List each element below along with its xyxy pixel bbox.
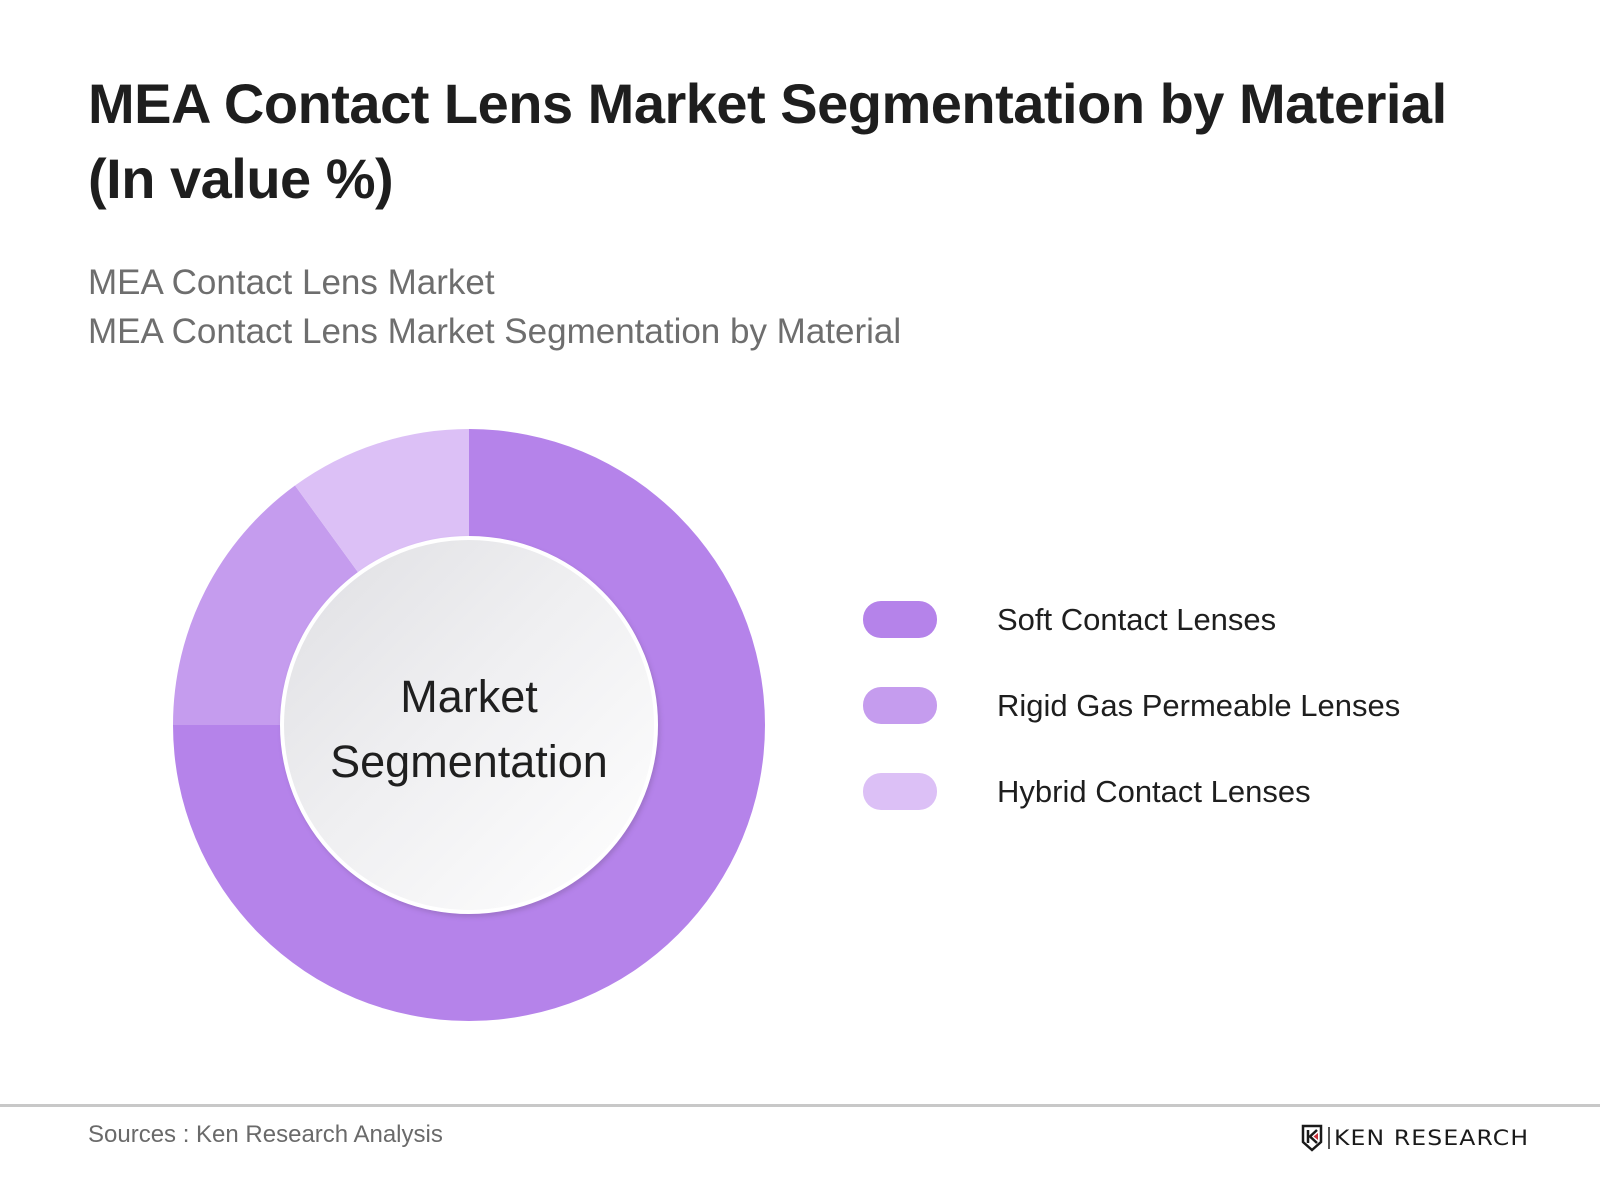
legend-swatch-soft — [863, 601, 937, 638]
logo-text: KEN RESEARCH — [1334, 1126, 1530, 1150]
chart-legend: Soft Contact Lenses Rigid Gas Permeable … — [863, 601, 1400, 859]
sources-note: Sources : Ken Research Analysis — [88, 1121, 443, 1148]
legend-label-soft: Soft Contact Lenses — [997, 601, 1277, 637]
subtitle-line-2: MEA Contact Lens Market Segmentation by … — [88, 312, 902, 351]
legend-swatch-rigid — [863, 687, 937, 724]
chart-title: MEA Contact Lens Market Segmentation by … — [88, 72, 1447, 210]
center-label: Market Segmentation — [330, 664, 608, 794]
ken-research-logo: KEN RESEARCH — [1301, 1124, 1528, 1152]
legend-item-soft: Soft Contact Lenses — [863, 601, 1400, 638]
donut-slice-soft — [173, 429, 765, 1021]
ken-research-shield-icon — [1301, 1124, 1323, 1152]
center-label-line-2: Segmentation — [330, 736, 608, 787]
legend-label-hybrid: Hybrid Contact Lenses — [997, 773, 1311, 809]
subtitle-line-1: MEA Contact Lens Market — [88, 263, 495, 302]
legend-item-hybrid: Hybrid Contact Lenses — [863, 773, 1400, 810]
donut-slice-rigid — [173, 485, 360, 725]
chart-subtitles: MEA Contact Lens Market MEA Contact Lens… — [88, 258, 901, 356]
center-label-line-1: Market — [400, 671, 538, 722]
legend-swatch-hybrid — [863, 773, 937, 810]
legend-item-rigid: Rigid Gas Permeable Lenses — [863, 687, 1400, 724]
donut-ring — [173, 429, 765, 1021]
donut-center-disc: Market Segmentation — [280, 536, 658, 914]
donut-slice-hybrid — [295, 429, 469, 575]
legend-label-rigid: Rigid Gas Permeable Lenses — [997, 687, 1401, 723]
donut-chart — [173, 429, 765, 1021]
logo-separator — [1328, 1127, 1330, 1149]
footer-divider — [0, 1104, 1600, 1107]
